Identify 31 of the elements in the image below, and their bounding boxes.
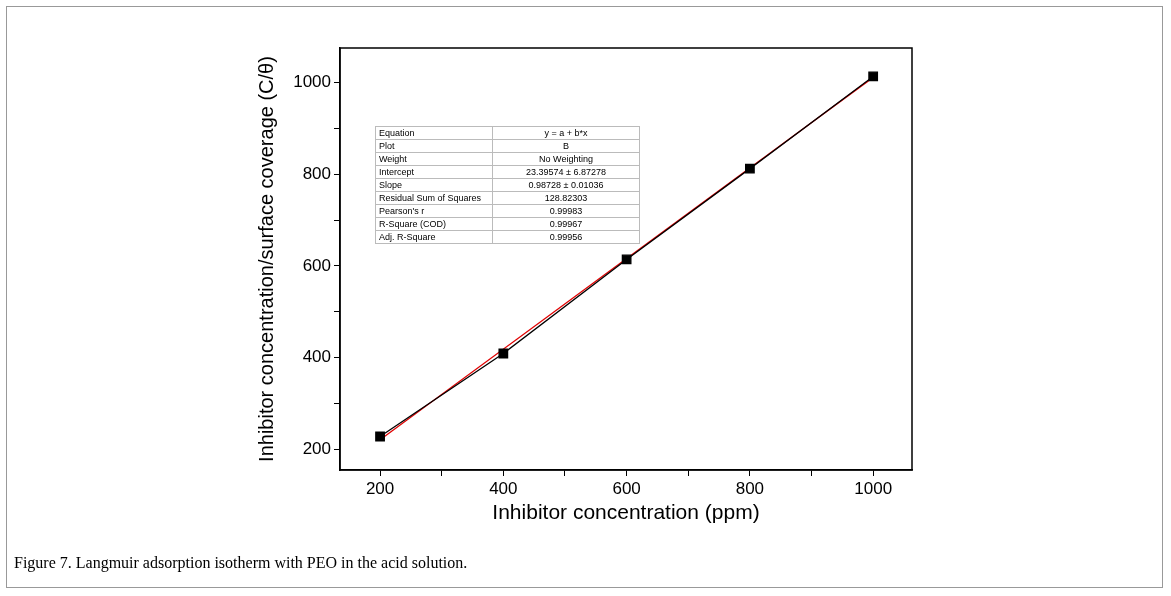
x-tick-label: 1000 xyxy=(854,478,893,498)
x-tick-label: 200 xyxy=(365,478,395,498)
annotation: 0.99967 xyxy=(492,217,640,231)
y-tick-label: 600 xyxy=(302,255,331,275)
annotation: Slope xyxy=(375,178,493,192)
annotation: Residual Sum of Squares xyxy=(375,191,493,205)
annotation: B xyxy=(492,139,640,153)
y-tick-label: 200 xyxy=(302,439,331,459)
annotation: 0.99983 xyxy=(492,204,640,218)
annotation: No Weighting xyxy=(492,152,640,166)
caption: Figure 7. Langmuir adsorption isotherm with PEO in the acid solution. xyxy=(14,554,468,572)
annotation: 23.39574 ± 6.87278 xyxy=(492,165,640,179)
annotation: Weight xyxy=(375,152,493,166)
y-axis-title: Inhibitor concentration/surface coverage (C/θ) xyxy=(254,56,277,462)
y-tick-label: 1000 xyxy=(293,72,331,92)
annotation: Equation xyxy=(375,126,493,140)
x-tick-label: 800 xyxy=(735,478,765,498)
annotation: Intercept xyxy=(375,165,493,179)
annotation: y = a + b*x xyxy=(492,126,640,140)
y-tick-label: 400 xyxy=(302,347,331,367)
y-tick-label: 800 xyxy=(302,163,331,183)
x-tick-label: 400 xyxy=(489,478,518,498)
annotation: 0.99956 xyxy=(492,230,640,244)
annotation: Adj. R-Square xyxy=(375,230,493,244)
annotation: 128.82303 xyxy=(492,191,640,205)
annotation: Plot xyxy=(375,139,493,153)
annotation: R-Square (COD) xyxy=(375,217,493,231)
x-tick-label: 600 xyxy=(612,478,641,498)
annotation: 0.98728 ± 0.01036 xyxy=(492,178,640,192)
annotation: Pearson's r xyxy=(375,204,493,218)
x-axis-title: Inhibitor concentration (ppm) xyxy=(492,500,760,524)
